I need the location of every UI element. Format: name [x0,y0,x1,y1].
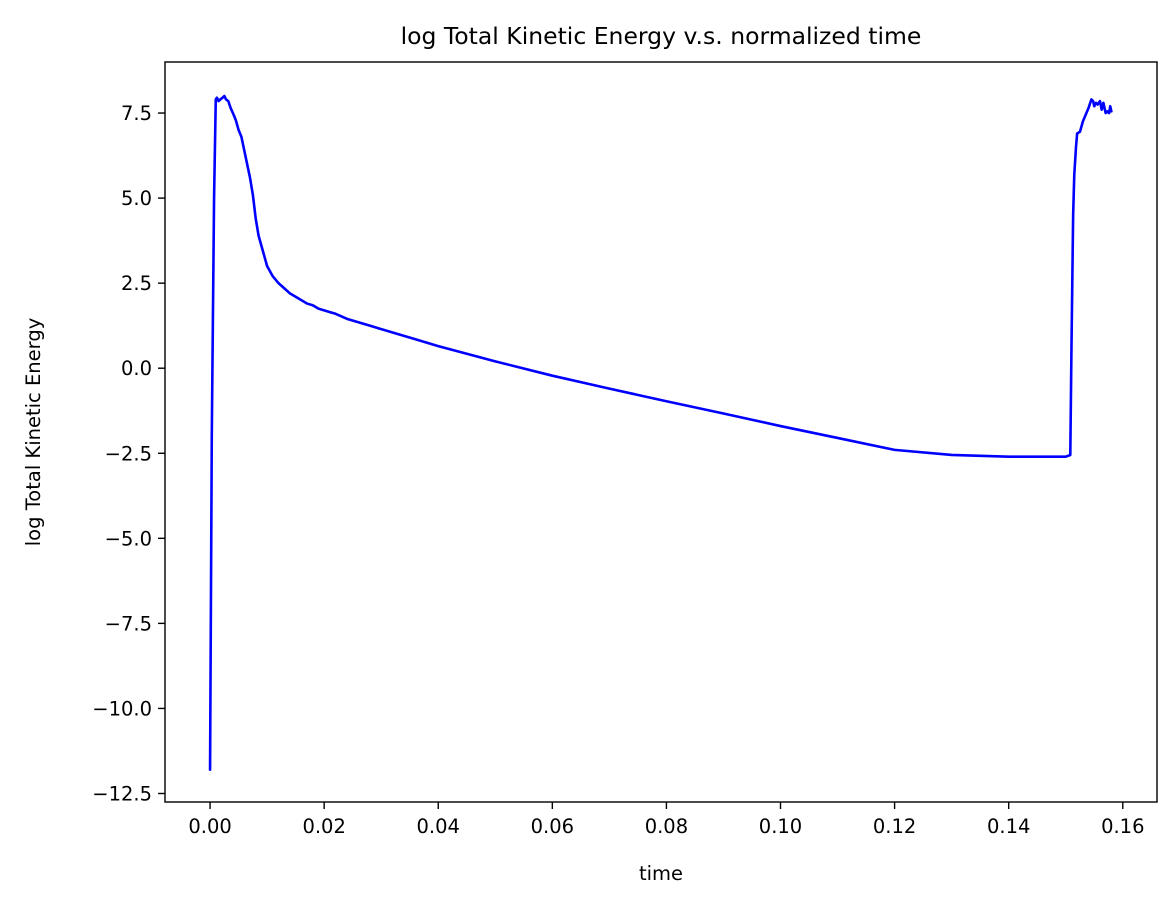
x-tick-label: 0.16 [1101,815,1144,838]
x-tick-label: 0.04 [417,815,460,838]
x-axis: 0.00 0.02 0.04 0.06 0.08 0.10 0.12 0.14 0.16 [188,802,1144,838]
x-tick-label: 0.10 [759,815,802,838]
x-tick-label: 0.00 [188,815,231,838]
y-tick-label: −2.5 [105,442,152,465]
y-tick-label: −10.0 [92,697,152,720]
x-tick-label: 0.06 [531,815,574,838]
series-line [208,94,1113,771]
y-tick-label: 5.0 [121,187,152,210]
y-tick-label: −12.5 [92,782,152,805]
x-tick-label: 0.02 [302,815,345,838]
y-axis: 7.5 5.0 2.5 0.0 −2.5 −5.0 −7.5 −10.0 −12.5 [92,102,165,805]
x-axis-label: time [639,862,683,885]
y-tick-label: 0.0 [121,357,152,380]
series-layer [208,94,1113,771]
y-tick-label: −7.5 [105,612,152,635]
y-tick-label: 7.5 [121,102,152,125]
x-tick-label: 0.14 [987,815,1030,838]
y-tick-label: −5.0 [105,527,152,550]
chart-title: log Total Kinetic Energy v.s. normalized… [401,22,922,50]
x-tick-label: 0.08 [645,815,688,838]
plot-frame [164,61,1158,803]
x-tick-label: 0.12 [873,815,916,838]
y-axis-label: log Total Kinetic Energy [22,318,45,546]
y-tick-label: 2.5 [121,272,152,295]
